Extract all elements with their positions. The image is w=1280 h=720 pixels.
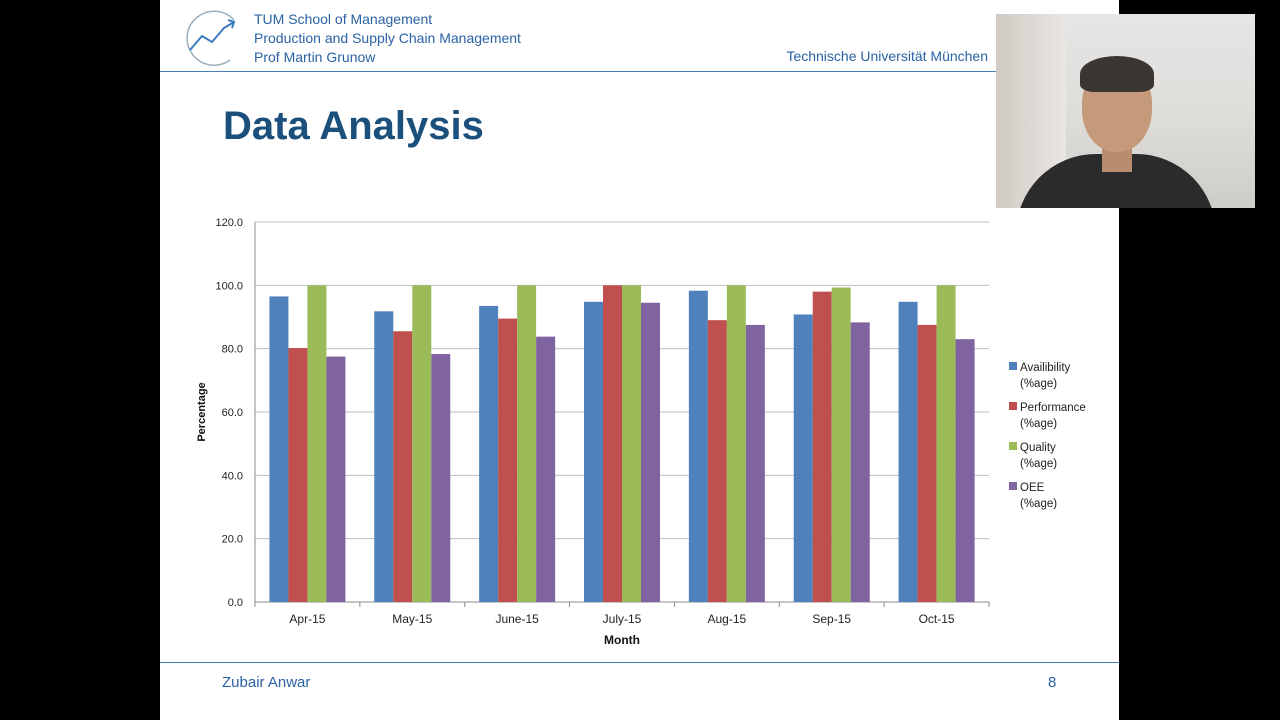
x-tick-label: July-15 [603, 612, 642, 626]
x-tick-label: May-15 [392, 612, 432, 626]
legend-swatch-3 [1009, 442, 1017, 450]
y-tick-label: 120.0 [215, 217, 243, 229]
y-tick-label: 40.0 [222, 470, 243, 482]
bar-1 [374, 311, 394, 602]
x-axis-title: Month [604, 633, 640, 647]
bar-4 [850, 322, 870, 602]
y-axis-title: Percentage [196, 382, 208, 441]
legend-label-1: Availibility (%age) [1020, 362, 1071, 390]
bar-4 [641, 302, 660, 602]
bar-1 [898, 301, 918, 602]
x-tick-label: Oct-15 [919, 612, 955, 626]
bar-2 [393, 331, 413, 602]
x-tick-label: Sep-15 [812, 612, 851, 626]
legend-label-3: Quality (%age) [1020, 442, 1057, 470]
header-block: TUM School of Management Production and … [254, 10, 521, 67]
page-number: 8 [1048, 674, 1057, 691]
bar-1 [793, 314, 813, 602]
presenter-webcam [996, 14, 1255, 208]
x-tick-label: June-15 [495, 612, 539, 626]
bar-2 [603, 285, 622, 602]
bar-3 [517, 285, 537, 602]
bar-3 [831, 287, 851, 602]
presenter-hair [1080, 56, 1154, 92]
legend-swatch-4 [1009, 482, 1017, 490]
bar-chart: 0.0 20.0 40.0 60.0 80.0 100.0 120.0 Apr-15 May-1… [196, 217, 1086, 647]
bar-4 [955, 339, 975, 602]
bar-1 [584, 301, 603, 602]
bar-3 [412, 285, 432, 602]
y-tick-label: 80.0 [222, 344, 243, 356]
slide: TUM School of Management Production and … [160, 0, 1119, 720]
legend-label-2: Performance (%age) [1020, 402, 1086, 430]
bar-3 [622, 285, 641, 602]
bar-4 [536, 336, 556, 602]
x-tick-label: Aug-15 [708, 612, 747, 626]
y-tick-label: 100.0 [215, 280, 243, 292]
bar-2 [288, 348, 308, 602]
y-tick-label: 20.0 [222, 534, 243, 546]
bar-3 [936, 285, 956, 602]
bar-1 [269, 296, 289, 602]
bar-4 [745, 324, 765, 602]
bar-2 [707, 320, 727, 602]
y-tick-label: 60.0 [222, 407, 243, 419]
header-chair: Production and Supply Chain Management [254, 30, 521, 46]
slide-title: Data Analysis [223, 104, 484, 148]
header-university: Technische Universität München [786, 48, 988, 64]
tum-logo-icon [186, 10, 236, 66]
bar-1 [688, 290, 708, 602]
bar-2 [917, 324, 937, 602]
y-tick-label: 0.0 [228, 597, 243, 609]
bar-3 [726, 285, 746, 602]
bar-4 [326, 356, 346, 602]
bar-4 [431, 354, 451, 602]
header-professor: Prof Martin Grunow [254, 49, 376, 65]
bar-2 [498, 318, 518, 602]
footer-author: Zubair Anwar [222, 674, 311, 691]
x-tick-label: Apr-15 [289, 612, 325, 626]
bar-1 [479, 305, 499, 602]
legend-label-4: OEE (%age) [1020, 482, 1057, 510]
legend-swatch-1 [1009, 362, 1017, 370]
bar-3 [307, 285, 327, 602]
legend-swatch-2 [1009, 402, 1017, 410]
bar-2 [812, 291, 832, 602]
header-divider [160, 71, 1119, 72]
header-school: TUM School of Management [254, 11, 433, 27]
footer-divider [160, 662, 1119, 663]
